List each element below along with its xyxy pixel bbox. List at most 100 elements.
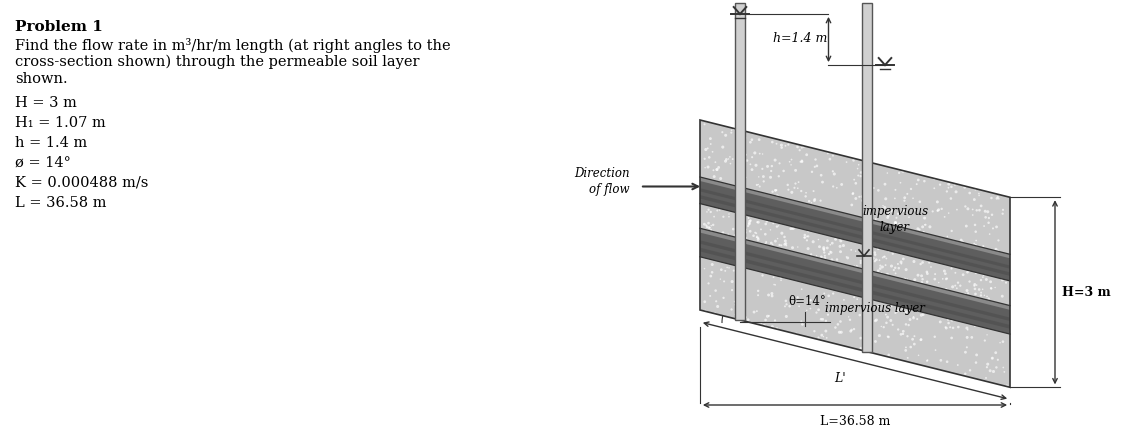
Point — [715, 278, 734, 285]
Point — [949, 324, 968, 331]
Point — [850, 193, 868, 200]
Point — [747, 181, 766, 188]
Point — [832, 318, 850, 325]
Point — [776, 237, 794, 244]
Point — [911, 198, 929, 205]
Point — [790, 179, 808, 186]
Point — [837, 159, 856, 166]
Point — [931, 318, 949, 325]
Point — [726, 232, 744, 239]
Point — [965, 240, 984, 247]
Point — [769, 223, 787, 230]
Point — [919, 278, 937, 285]
Point — [714, 229, 733, 236]
Point — [896, 276, 914, 283]
Point — [827, 184, 845, 191]
Point — [758, 218, 776, 225]
Point — [806, 196, 824, 203]
Point — [776, 241, 794, 248]
Point — [867, 316, 885, 323]
Point — [777, 313, 795, 320]
Text: Direction
of flow: Direction of flow — [574, 167, 630, 196]
Point — [876, 311, 895, 318]
Point — [711, 276, 729, 283]
Point — [751, 183, 769, 190]
Point — [976, 292, 994, 299]
Point — [730, 315, 748, 322]
Point — [876, 195, 895, 202]
Point — [859, 198, 877, 205]
Point — [905, 258, 923, 265]
Point — [973, 274, 992, 281]
Point — [851, 335, 869, 342]
Point — [897, 347, 915, 354]
Text: L=36.58 m: L=36.58 m — [820, 415, 890, 428]
Point — [791, 147, 809, 154]
Point — [879, 314, 897, 321]
Point — [993, 293, 1011, 300]
Point — [904, 207, 922, 214]
Point — [989, 356, 1008, 363]
Point — [748, 219, 767, 226]
Point — [912, 336, 930, 343]
Point — [912, 336, 930, 343]
Point — [768, 187, 786, 194]
Point — [936, 213, 954, 220]
Point — [777, 301, 795, 308]
Point — [711, 207, 729, 214]
Point — [702, 222, 720, 229]
Point — [899, 321, 917, 328]
Point — [877, 319, 896, 326]
Point — [817, 328, 835, 335]
Point — [722, 306, 741, 313]
Bar — [861, 3, 872, 352]
Point — [875, 204, 893, 211]
Point — [866, 258, 884, 265]
Point — [831, 309, 849, 316]
Point — [752, 226, 770, 233]
Point — [772, 242, 791, 249]
Point — [817, 318, 835, 325]
Point — [798, 307, 816, 314]
Point — [913, 279, 931, 286]
Point — [756, 220, 775, 227]
Point — [914, 223, 932, 230]
Point — [972, 289, 990, 296]
Point — [832, 248, 850, 255]
Point — [761, 226, 779, 233]
Point — [873, 263, 891, 270]
Point — [968, 351, 986, 358]
Point — [890, 265, 908, 272]
Point — [800, 228, 818, 235]
Point — [939, 316, 957, 323]
Point — [777, 242, 795, 249]
Point — [974, 223, 993, 230]
Point — [897, 321, 915, 328]
Polygon shape — [699, 195, 1010, 281]
Point — [938, 358, 956, 365]
Point — [857, 191, 875, 198]
Point — [699, 219, 718, 226]
Point — [761, 174, 779, 181]
Point — [970, 286, 988, 293]
Point — [828, 321, 847, 328]
Text: h = 1.4 m: h = 1.4 m — [15, 136, 87, 150]
Point — [746, 229, 764, 236]
Point — [822, 241, 840, 248]
Point — [762, 162, 780, 170]
Point — [702, 141, 720, 148]
Point — [833, 181, 851, 188]
Point — [695, 221, 713, 228]
Point — [808, 162, 826, 170]
Polygon shape — [699, 240, 1010, 329]
Point — [912, 312, 930, 319]
Point — [802, 199, 820, 206]
Point — [736, 314, 754, 321]
Point — [840, 313, 858, 320]
Point — [798, 233, 816, 240]
Point — [720, 155, 738, 162]
Point — [929, 207, 947, 214]
Point — [956, 291, 974, 298]
Point — [972, 276, 990, 283]
Point — [908, 315, 926, 322]
